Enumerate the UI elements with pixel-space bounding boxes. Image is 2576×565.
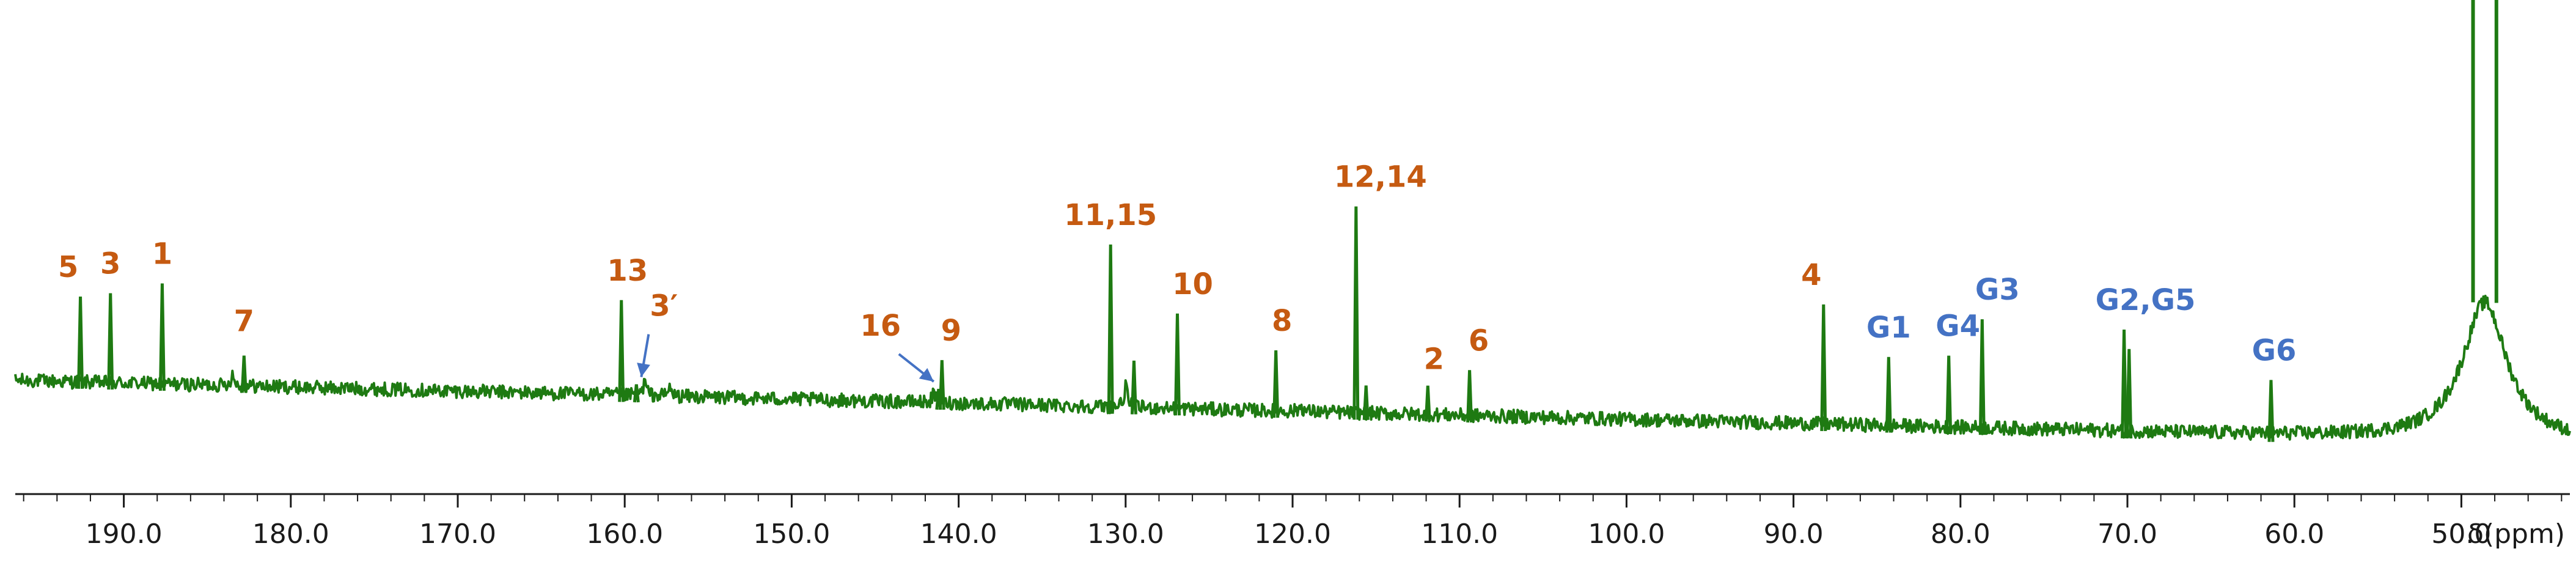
peak-12-14: [1352, 206, 1360, 420]
peak-arrow-16-head: [919, 367, 934, 382]
x-tick-label: 70.0: [2097, 519, 2157, 550]
peak-6: [1466, 370, 1473, 423]
peak-label-G3: G3: [1975, 273, 2020, 307]
x-tick-label: 90.0: [1764, 519, 1824, 550]
x-axis-unit-label: δ(ppm): [2467, 519, 2565, 550]
x-tick-label: 60.0: [2264, 519, 2324, 550]
peak-label-3: 3: [100, 247, 120, 281]
x-tick-label: 130.0: [1087, 519, 1164, 550]
peak-label-G6: G6: [2252, 333, 2297, 367]
x-tick-label: 100.0: [1588, 519, 1665, 550]
peak-5: [77, 297, 84, 389]
x-tick-label: 180.0: [252, 519, 329, 550]
peak-label-10: 10: [1172, 267, 1213, 301]
peak-G2-G5: [2121, 330, 2128, 438]
peak-13: [618, 300, 625, 402]
peak-8: [1272, 350, 1280, 418]
x-axis: 190.0 180.0 170.0 160.0 150.0 140.0 130.0 120.0…: [15, 493, 2570, 550]
x-axis-tick-labels: 190.0 180.0 170.0 160.0 150.0 140.0 130.0 120.0…: [86, 519, 2492, 550]
peak-label-13: 13: [607, 254, 648, 288]
x-tick-label: 150.0: [753, 519, 830, 550]
peak-label-G2-G5: G2,G5: [2096, 283, 2196, 317]
peak-label-3-: 3′: [650, 289, 678, 323]
x-tick-label: 160.0: [586, 519, 663, 550]
peak-7: [240, 355, 248, 393]
peak-unlabeled-13: [1362, 385, 1370, 420]
peak-label-2: 2: [1424, 342, 1444, 377]
spectrum-layer: [14, 0, 2571, 442]
peak-label-16: 16: [860, 309, 901, 343]
x-axis-ticks: [23, 494, 2563, 508]
peak-unlabeled-21: [2126, 349, 2133, 439]
peak-label-9: 9: [941, 314, 961, 348]
peak-G3: [1978, 319, 1986, 435]
peak-unlabeled-9: [1130, 360, 1137, 415]
peak-G6: [2267, 380, 2275, 442]
peak-1: [158, 283, 166, 391]
peak-label-4: 4: [1801, 258, 1821, 292]
x-tick-label: 170.0: [419, 519, 496, 550]
peak-G4: [1945, 355, 1953, 434]
peak-9: [938, 360, 945, 410]
peak-label-5: 5: [58, 250, 78, 284]
peak-label-1: 1: [152, 237, 172, 271]
peak-10: [1173, 313, 1181, 416]
peak-label-G4: G4: [1936, 309, 1980, 344]
peak-arrow-3--head: [637, 363, 650, 377]
peak-label-7: 7: [234, 305, 254, 339]
x-tick-label: 110.0: [1421, 519, 1498, 550]
peak-3: [107, 293, 114, 390]
peak-label-6: 6: [1469, 323, 1489, 358]
peak-4: [1820, 304, 1827, 431]
peak-label-12-14: 12,14: [1334, 160, 1427, 194]
x-tick-label: 80.0: [1931, 519, 1991, 550]
x-tick-label: 50.0: [2431, 519, 2491, 550]
spectrum-baseline-trace: [14, 295, 2571, 441]
peak-11-15: [1107, 244, 1114, 414]
peak-3-: [633, 384, 640, 403]
peak-label-8: 8: [1272, 304, 1292, 338]
peak-label-G1: G1: [1866, 311, 1911, 345]
peak-2: [1424, 385, 1431, 422]
x-tick-label: 140.0: [920, 519, 997, 550]
peak-label-11-15: 11,15: [1064, 198, 1157, 232]
x-tick-label: 120.0: [1254, 519, 1331, 550]
peak-G1: [1885, 356, 1892, 433]
x-tick-label: 190.0: [86, 519, 163, 550]
